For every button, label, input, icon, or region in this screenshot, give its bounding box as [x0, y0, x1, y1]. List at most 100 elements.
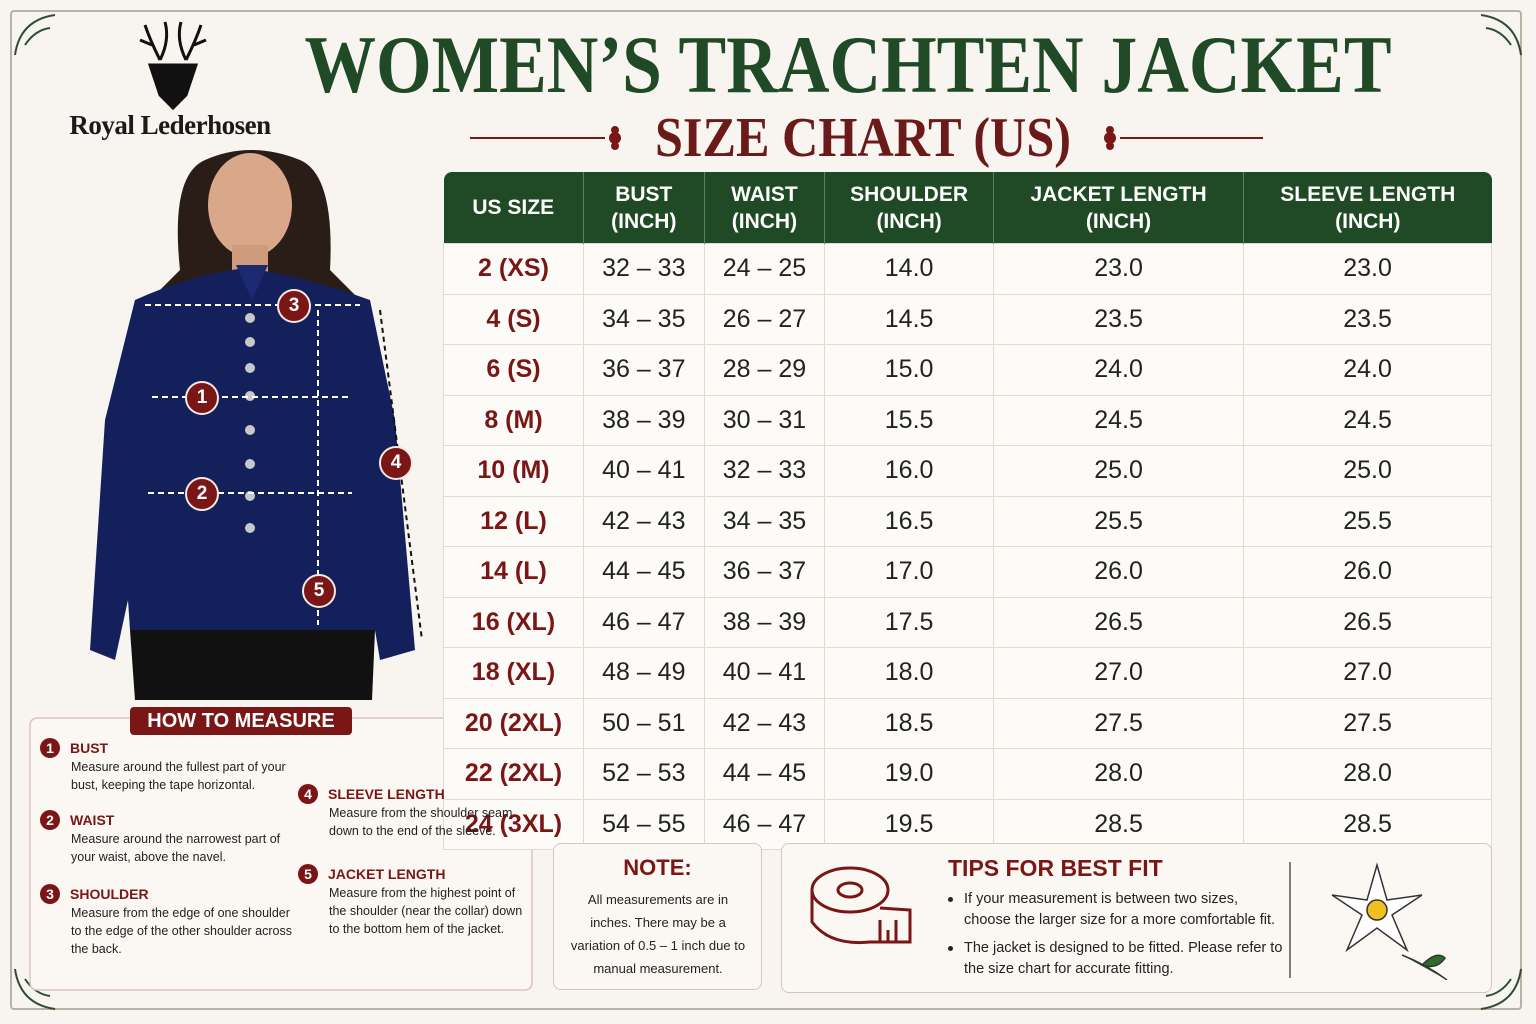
measure-cell: 15.0 [824, 344, 994, 396]
measure-cell: 44 – 45 [703, 748, 826, 800]
size-table: US SIZE BUST (INCH) WAIST (INCH) SHOULDER (INC… [443, 172, 1492, 850]
measure-cell: 54 – 55 [582, 798, 705, 850]
measure-cell: 24.5 [992, 394, 1245, 446]
measure-cell: 19.5 [824, 798, 994, 850]
measure-cell: 18.0 [824, 647, 994, 699]
item-head: 3 SHOULDER [40, 884, 296, 904]
item-number: 5 [298, 864, 318, 884]
measure-item: 3 SHOULDER Measure from the edge of one sh… [40, 884, 296, 958]
measure-cell: 26.0 [992, 546, 1245, 598]
measure-cell: 19.0 [824, 748, 994, 800]
size-cell: 14 (L) [443, 546, 584, 598]
column-unit: (INCH) [1335, 209, 1401, 233]
table-row: 20 (2XL) 50 – 51 42 – 43 18.5 27.5 27.5 [443, 697, 1492, 749]
table-row: 14 (L) 44 – 45 36 – 37 17.0 26.0 26.0 [443, 546, 1492, 598]
column-header: JACKET LENGTH (INCH) [993, 172, 1245, 244]
measure-cell: 40 – 41 [582, 445, 705, 497]
table-row: 2 (XS) 32 – 33 24 – 25 14.0 23.0 23.0 [443, 243, 1492, 295]
column-label: SLEEVE LENGTH [1280, 182, 1456, 206]
measure-cell: 27.5 [992, 697, 1245, 749]
size-cell: 4 (S) [443, 293, 584, 345]
column-unit: (INCH) [611, 209, 677, 233]
marker: 5 [302, 574, 336, 608]
item-name: WAIST [70, 812, 115, 828]
column-unit: (INCH) [1085, 209, 1152, 233]
item-name: SLEEVE LENGTH [328, 786, 445, 802]
measure-cell: 38 – 39 [582, 394, 705, 446]
column-header: WAIST (INCH) [704, 172, 826, 244]
item-text: Measure around the narrowest part of you… [71, 832, 281, 864]
size-cell: 6 (S) [443, 344, 584, 396]
measure-cell: 26.5 [992, 596, 1245, 648]
column-label: WAIST [731, 182, 798, 206]
measure-cell: 38 – 39 [703, 596, 826, 648]
tips-list: If your measurement is between two sizes… [947, 889, 1287, 987]
measure-cell: 24.0 [992, 344, 1245, 396]
note-text: All measurements are in inches. There ma… [570, 892, 746, 976]
size-cell: 2 (XS) [443, 243, 584, 295]
measure-cell: 15.5 [824, 394, 994, 446]
measure-cell: 32 – 33 [582, 243, 705, 295]
size-cell: 24 (3XL) [443, 798, 584, 850]
size-cell: 18 (XL) [443, 647, 584, 699]
title: WOMEN’S TRACHTEN JACKET [305, 19, 1392, 110]
measure-cell: 24.5 [1243, 394, 1492, 446]
tip: The jacket is designed to be fitted. Ple… [947, 938, 1287, 980]
measure-cell: 26 – 27 [703, 293, 826, 345]
measure-cell: 14.0 [824, 243, 994, 295]
table-row: 4 (S) 34 – 35 26 – 27 14.5 23.5 23.5 [443, 293, 1492, 345]
measure-cell: 17.5 [824, 596, 994, 648]
measure-cell: 36 – 37 [703, 546, 826, 598]
table-row: 6 (S) 36 – 37 28 – 29 15.0 24.0 24.0 [443, 344, 1492, 396]
table-row: 18 (XL) 48 – 49 40 – 41 18.0 27.0 27.0 [443, 647, 1492, 699]
measure-cell: 27.5 [1243, 697, 1492, 749]
item-head: 5 JACKET LENGTH [298, 864, 529, 884]
table-row: 22 (2XL) 52 – 53 44 – 45 19.0 28.0 28.0 [443, 748, 1492, 800]
measure-item: 5 JACKET LENGTH Measure from the highest p… [298, 864, 529, 938]
marker: 3 [277, 289, 311, 323]
item-name: BUST [70, 740, 109, 756]
column-label: JACKET LENGTH [1030, 182, 1207, 206]
brand: Royal Lederhosen [69, 110, 271, 140]
column-unit: (INCH) [731, 209, 798, 233]
size-cell: 10 (M) [443, 445, 584, 497]
measure-cell: 42 – 43 [582, 495, 705, 547]
item-number: 1 [40, 738, 60, 758]
size-cell: 8 (M) [443, 394, 584, 446]
tip: If your measurement is between two sizes… [947, 889, 1287, 931]
note-box [553, 843, 762, 990]
measure-cell: 25.5 [1243, 495, 1492, 547]
item-head: 4 SLEEVE LENGTH [298, 784, 529, 804]
size-cell: 20 (2XL) [443, 697, 584, 749]
measure-cell: 14.5 [824, 293, 994, 345]
measure-cell: 44 – 45 [582, 546, 705, 598]
table-row: 10 (M) 40 – 41 32 – 33 16.0 25.0 25.0 [443, 445, 1492, 497]
column-header: US SIZE [443, 172, 584, 244]
item-text: Measure around the fullest part of your … [71, 760, 286, 792]
measure-cell: 27.0 [1243, 647, 1492, 699]
frame [10, 10, 1522, 1010]
marker: 4 [379, 446, 413, 480]
measure-item: 2 WAIST Measure around the narrowest part … [40, 810, 296, 866]
measure-cell: 40 – 41 [703, 647, 826, 699]
marker: 1 [185, 381, 219, 415]
measure-cell: 46 – 47 [582, 596, 705, 648]
item-name: JACKET LENGTH [328, 866, 446, 882]
measure-cell: 34 – 35 [703, 495, 826, 547]
measure-cell: 46 – 47 [703, 798, 826, 850]
item-head: 1 BUST [40, 738, 296, 758]
measure-cell: 17.0 [824, 546, 994, 598]
marker: 2 [185, 477, 219, 511]
measure-cell: 25.5 [992, 495, 1245, 547]
column-header: BUST (INCH) [583, 172, 705, 244]
measure-cell: 30 – 31 [703, 394, 826, 446]
table-row: 24 (3XL) 54 – 55 46 – 47 19.5 28.5 28.5 [443, 798, 1492, 850]
tips-title: TIPS FOR BEST FIT [948, 855, 1163, 881]
column-label: US SIZE [472, 196, 555, 219]
measure-cell: 16.0 [824, 445, 994, 497]
measure-cell: 24.0 [1243, 344, 1492, 396]
size-cell: 12 (L) [443, 495, 584, 547]
column-header: SHOULDER (INCH) [824, 172, 994, 244]
item-text: Measure from the shoulder seam down to t… [329, 806, 513, 838]
item-number: 2 [40, 810, 60, 830]
